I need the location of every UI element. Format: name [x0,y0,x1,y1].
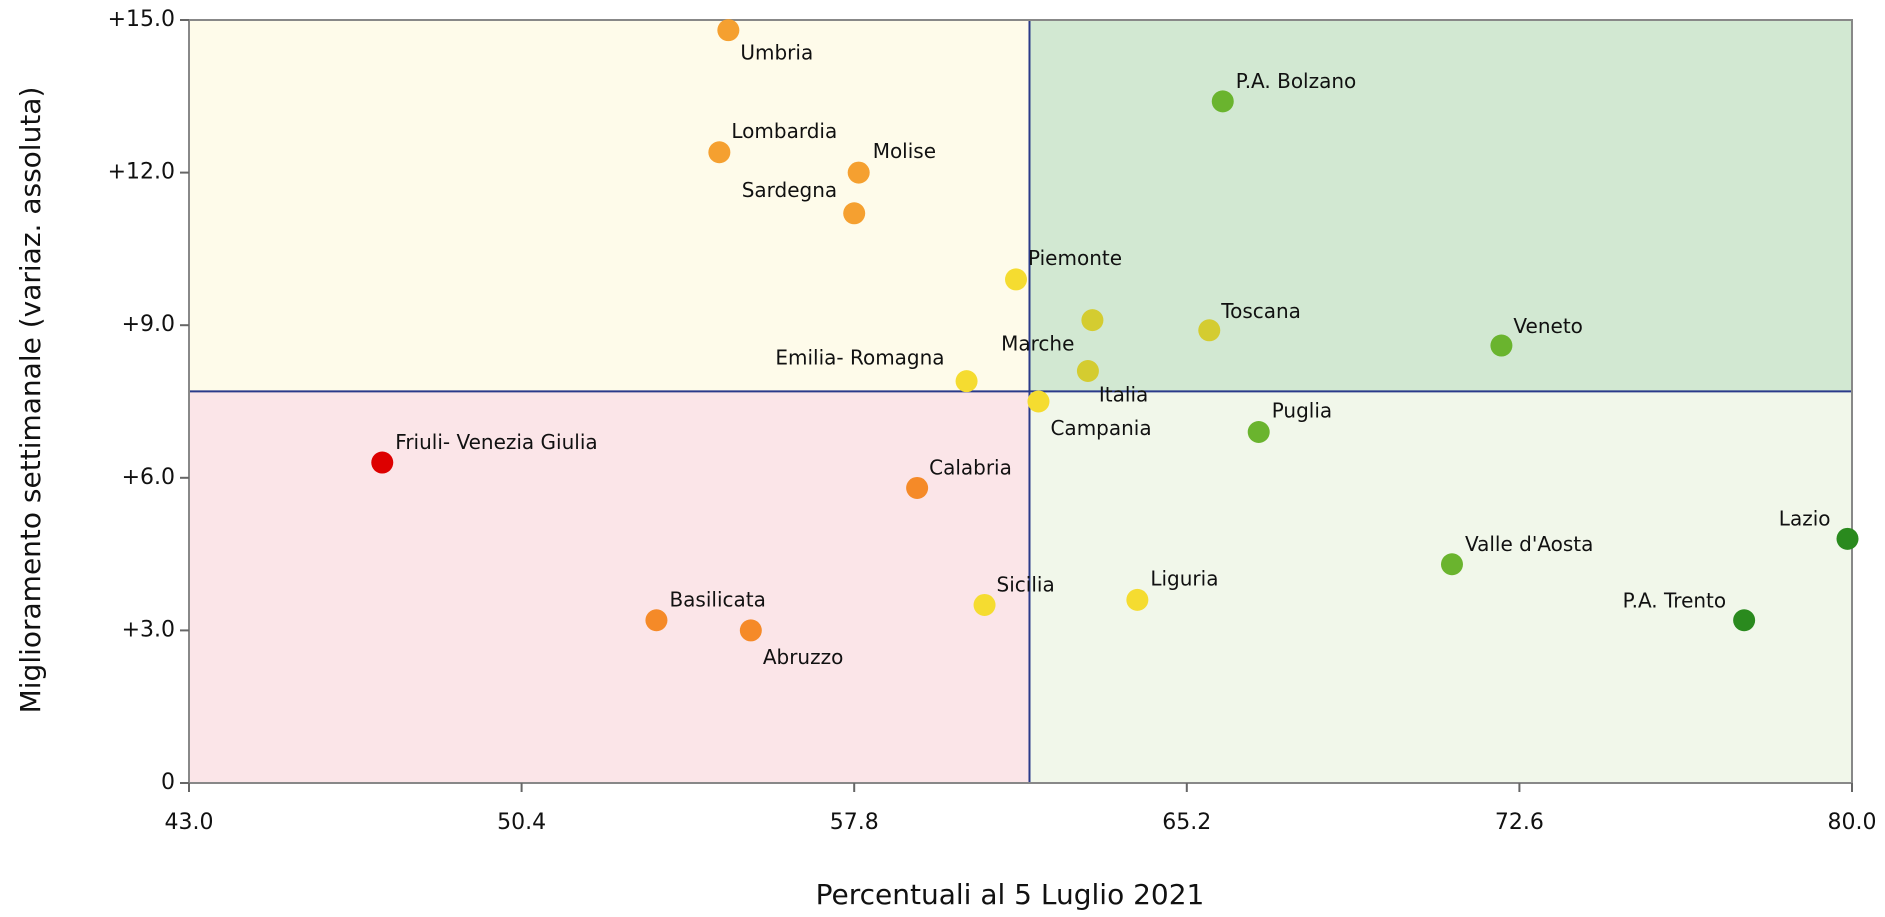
point [1198,319,1221,342]
y-tick-label: +6.0 [122,465,175,490]
point-label: Lazio [1779,506,1831,530]
point-label: Lombardia [731,119,837,143]
point [973,593,996,616]
point [1211,90,1234,113]
point-label: Puglia [1272,399,1332,423]
point-label: Veneto [1513,314,1583,338]
point-label: Abruzzo [763,645,844,669]
point-label: Molise [873,139,936,163]
quadrant [189,391,1030,783]
point-label: Sicilia [997,572,1055,596]
point [739,619,762,642]
x-tick-label: 50.4 [497,810,546,835]
point [1247,421,1270,444]
point [843,202,866,225]
point [1733,609,1756,632]
point-label: Sardegna [742,178,837,202]
x-tick-label: 72.6 [1495,810,1544,835]
y-tick-label: +3.0 [122,617,175,642]
point [1027,390,1050,413]
x-tick-label: 80.0 [1828,810,1877,835]
point-label: Valle d'Aosta [1465,532,1593,556]
point [906,476,929,499]
point-label: P.A. Bolzano [1236,69,1357,93]
point-label: Umbria [740,41,813,65]
point [708,141,731,164]
point-label: Basilicata [669,588,765,612]
point [1076,359,1099,382]
point [955,370,978,393]
point-label: Calabria [929,455,1012,479]
point-label: Liguria [1150,566,1218,590]
y-tick-label: +12.0 [108,160,175,185]
point-label: Toscana [1220,299,1301,323]
x-tick-label: 43.0 [165,810,214,835]
point [371,451,394,474]
point-label: Emilia- Romagna [775,346,944,370]
point [1440,553,1463,576]
point [1490,334,1513,357]
point-label: Friuli- Venezia Giulia [395,430,597,454]
point-label: Campania [1050,416,1151,440]
point-label: Marche [1001,332,1074,356]
point-label: Piemonte [1028,246,1122,270]
quadrant [189,20,1030,392]
point [1005,268,1028,291]
x-tick-label: 57.8 [830,810,879,835]
y-tick-label: 0 [161,770,175,795]
x-axis-title: Percentuali al 5 Luglio 2021 [816,878,1205,911]
point [645,609,668,632]
x-tick-label: 65.2 [1162,810,1211,835]
quadrant [1029,391,1852,783]
y-tick-label: +15.0 [108,7,175,32]
quadrant [1029,20,1852,392]
point [847,161,870,184]
y-axis-title: Miglioramento settimanale (variaz. assol… [14,87,47,714]
point [1126,588,1149,611]
point [1081,309,1104,332]
point [1836,527,1859,550]
plot-frame [188,19,1853,784]
point-label: Italia [1099,382,1148,406]
point [717,19,740,42]
point-label: P.A. Trento [1623,589,1726,613]
y-tick-label: +9.0 [122,312,175,337]
